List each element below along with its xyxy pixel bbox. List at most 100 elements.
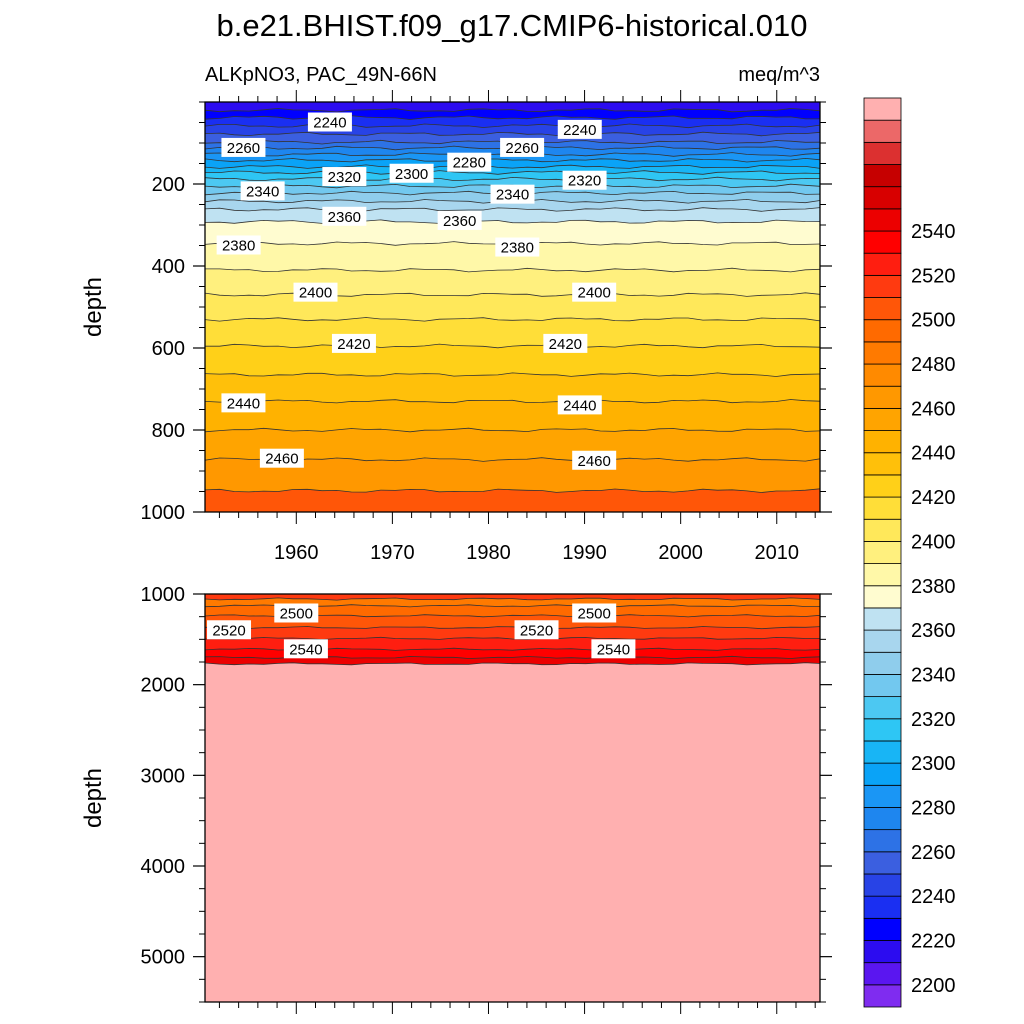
contour-label-box bbox=[221, 137, 266, 157]
contour-label-text: 2380 bbox=[222, 238, 255, 255]
contour-label-text: 2540 bbox=[597, 641, 630, 658]
contour-label-text: 2440 bbox=[227, 395, 260, 412]
contour-label-text: 2380 bbox=[501, 240, 534, 257]
lower-contour-label-2500-1: 2500 bbox=[572, 603, 617, 623]
x-tick-label: 1960 bbox=[274, 542, 319, 564]
contour-label-text: 2420 bbox=[549, 336, 582, 353]
upper-contour-label-2320-7: 2320 bbox=[562, 170, 607, 190]
colorbar-swatch bbox=[863, 363, 902, 387]
lower-contour-label-2540-4: 2540 bbox=[283, 639, 328, 659]
colorbar-swatch bbox=[863, 119, 902, 143]
colorbar-tick-label: 2380 bbox=[911, 576, 956, 598]
contour-label-box bbox=[221, 393, 266, 413]
contour-label-text: 2460 bbox=[577, 453, 610, 470]
contour-label-box bbox=[331, 333, 376, 353]
upper-contour-2310 bbox=[204, 170, 821, 175]
lower-y-tick-label: 2000 bbox=[141, 675, 186, 697]
colorbar: 2200 2220 2240 2260 2280 2300 2320 2340 2360 2380… bbox=[863, 97, 956, 1008]
colorbar-tick-label: 2540 bbox=[911, 221, 956, 243]
contour-label-text: 2400 bbox=[577, 285, 610, 302]
upper-contour-label-2340-9: 2340 bbox=[490, 184, 535, 204]
x-axis-labels: 1960 1970 1980 1990 2000 2010 bbox=[274, 542, 799, 564]
contour-label-text: 2360 bbox=[328, 209, 361, 226]
upper-contour-2230 bbox=[204, 115, 820, 120]
colorbar-swatch bbox=[863, 341, 902, 365]
contour-label-text: 2400 bbox=[299, 285, 332, 302]
contour-label-text: 2520 bbox=[212, 622, 245, 639]
colorbar-swatch bbox=[863, 452, 902, 476]
upper-panel: 2240 2240 2260 2260 2280 2300 2320 2320 2340 2340… bbox=[80, 90, 832, 524]
colorbar-swatch bbox=[863, 984, 902, 1008]
colorbar-swatch bbox=[863, 851, 902, 875]
colorbar-swatch bbox=[863, 607, 902, 631]
contour-label-text: 2320 bbox=[328, 169, 361, 186]
upper-contour-label-2360-10: 2360 bbox=[322, 206, 367, 226]
upper-contour-label-2460-20: 2460 bbox=[259, 448, 304, 468]
upper-band-2220 bbox=[205, 102, 820, 112]
upper-y-tick-label: 1000 bbox=[141, 502, 186, 524]
lower-y-tick-label: 5000 bbox=[141, 947, 186, 969]
lower-y-tick-label: 1000 bbox=[141, 584, 186, 606]
contour-label-box bbox=[557, 119, 602, 139]
colorbar-tick-label: 2500 bbox=[911, 310, 956, 332]
chart-units: meq/m^3 bbox=[738, 64, 820, 86]
colorbar-swatch bbox=[863, 385, 902, 409]
x-tick-label: 1990 bbox=[562, 542, 607, 564]
lower-contour-label-2500-0: 2500 bbox=[274, 603, 319, 623]
colorbar-tick-label: 2240 bbox=[911, 886, 956, 908]
colorbar-swatch bbox=[863, 541, 902, 564]
lower-contour-label-2520-2: 2520 bbox=[207, 620, 252, 640]
contour-label-box bbox=[562, 170, 607, 190]
upper-contour-2300 bbox=[204, 164, 821, 170]
colorbar-swatch bbox=[863, 829, 902, 853]
lower-panel: 2500 2500 2520 2520 2540 2540 1000 2000 3000 400… bbox=[80, 584, 832, 1014]
upper-contour-2290 bbox=[204, 157, 821, 163]
contour-label-box bbox=[572, 603, 617, 623]
colorbar-tick-label: 2200 bbox=[911, 975, 956, 997]
x-tick-label: 2010 bbox=[755, 542, 800, 564]
colorbar-tick-label: 2420 bbox=[911, 487, 956, 509]
lower-contour-2550 bbox=[204, 662, 821, 666]
colorbar-tick-label: 2400 bbox=[911, 531, 956, 553]
colorbar-tick-label: 2460 bbox=[911, 398, 956, 420]
contour-label-text: 2500 bbox=[577, 605, 610, 622]
contour-label-box bbox=[259, 448, 304, 468]
contour-label-text: 2260 bbox=[227, 140, 260, 157]
contour-label-box bbox=[447, 152, 492, 172]
colorbar-swatch bbox=[863, 186, 902, 210]
colorbar-tick-label: 2300 bbox=[911, 753, 956, 775]
contour-label-box bbox=[572, 282, 617, 302]
colorbar-swatch bbox=[863, 230, 902, 254]
contour-label-box bbox=[322, 206, 367, 226]
colorbar-swatch bbox=[863, 97, 902, 121]
lower-contour-2520 bbox=[204, 636, 821, 640]
contour-label-text: 2300 bbox=[395, 166, 428, 183]
lower-contour-label-2520-3: 2520 bbox=[514, 620, 559, 640]
contour-label-text: 2520 bbox=[520, 622, 553, 639]
colorbar-swatch bbox=[863, 141, 902, 165]
contour-label-text: 2240 bbox=[563, 122, 596, 139]
upper-contour-label-2460-21: 2460 bbox=[572, 450, 617, 470]
contour-label-box bbox=[495, 237, 540, 257]
lower-contour-2510 bbox=[204, 626, 821, 630]
lower-contour-labels: 2500 2500 2520 2520 2540 2540 bbox=[207, 603, 636, 659]
upper-contour-2440 bbox=[204, 399, 821, 404]
colorbar-swatch bbox=[863, 784, 902, 808]
contour-label-box bbox=[322, 167, 367, 187]
contour-label-box bbox=[490, 184, 535, 204]
upper-y-tick-label: 800 bbox=[152, 420, 185, 442]
colorbar-swatch bbox=[863, 917, 902, 941]
contour-label-box bbox=[283, 639, 328, 659]
contour-label-text: 2260 bbox=[505, 140, 538, 157]
upper-contour-label-2440-18: 2440 bbox=[221, 393, 266, 413]
colorbar-tick-label: 2440 bbox=[911, 443, 956, 465]
upper-contour-labels: 2240 2240 2260 2260 2280 2300 2320 2320 2340 2340… bbox=[216, 112, 617, 470]
upper-contour-2220 bbox=[204, 107, 821, 113]
upper-contour-label-2400-14: 2400 bbox=[293, 282, 338, 302]
colorbar-tick-label: 2340 bbox=[911, 664, 956, 686]
upper-contour-label-2280-4: 2280 bbox=[447, 152, 492, 172]
colorbar-swatch bbox=[863, 940, 902, 964]
upper-contour-2390 bbox=[205, 267, 821, 273]
contour-label-text: 2340 bbox=[496, 187, 529, 204]
upper-contour-label-2240-0: 2240 bbox=[307, 112, 352, 132]
